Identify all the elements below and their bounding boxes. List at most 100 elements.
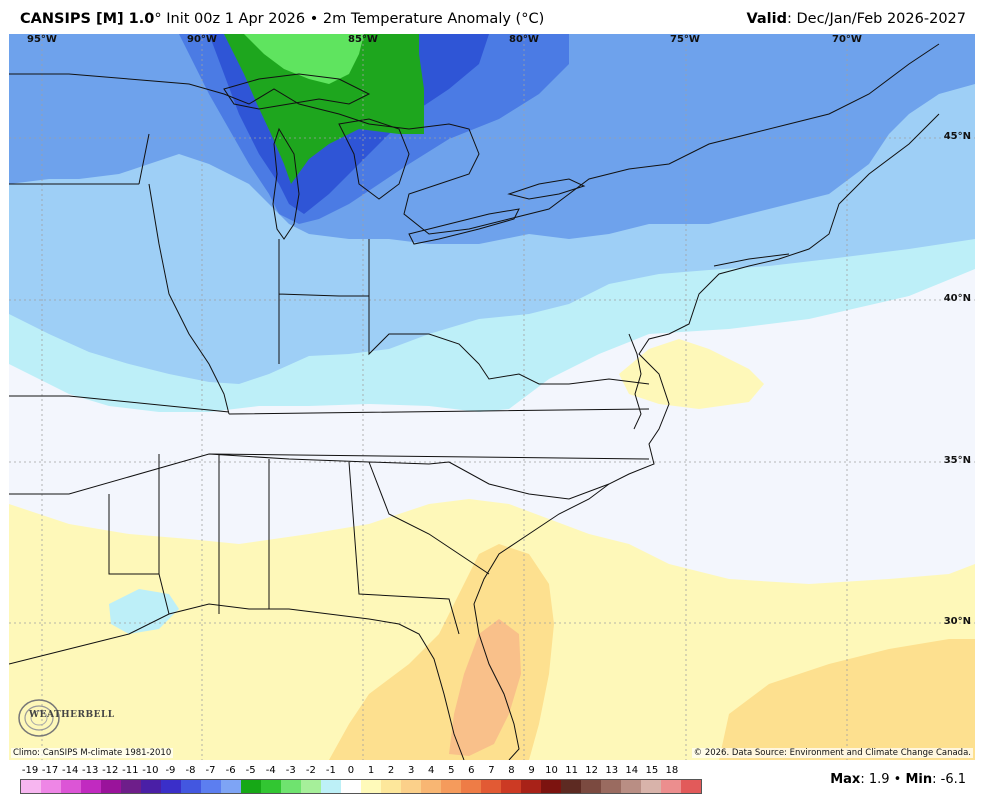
legend-tick-label: 9: [528, 765, 535, 776]
long-island: [713, 253, 790, 267]
map-canvas: [9, 34, 975, 760]
lake-huron: [338, 118, 410, 200]
legend-swatch: [121, 780, 141, 793]
valid-label: Valid: [746, 11, 787, 27]
anomaly-orange-peak: [449, 619, 521, 756]
legend-tick-label: 6: [468, 765, 475, 776]
legend-tick-label: 0: [347, 765, 355, 776]
legend-tick-label: 12: [585, 765, 599, 776]
legend-tick-label: 5: [448, 765, 455, 776]
lake-ontario: [507, 178, 586, 200]
legend-swatch: [21, 780, 41, 793]
legend-swatch: [161, 780, 181, 793]
legend-swatch: [481, 780, 501, 793]
legend-swatch: [641, 780, 661, 793]
color-legend: -19 -17 -14 -13 -12 -11 -10 -9 -8 -7 -6 -5 -4 -3 -2 -1 0…: [20, 764, 702, 796]
legend-tick-label: 8: [508, 765, 515, 776]
legend-tick-label: 13: [605, 765, 619, 776]
legend-swatch: [501, 780, 521, 793]
legend-tick-label: -6: [225, 765, 236, 776]
legend-swatch: [41, 780, 61, 793]
variable-name: 2m Temperature Anomaly (°C): [322, 11, 545, 27]
legend-swatch: [541, 780, 561, 793]
legend-tick-label: -8: [185, 765, 196, 776]
legend-swatch: [561, 780, 581, 793]
legend-tick-label: -12: [102, 765, 119, 776]
legend-colorbar: [20, 779, 702, 794]
legend-tick-label: 3: [407, 765, 415, 776]
legend-tick-label: -3: [285, 765, 296, 776]
legend-tick-label: -17: [41, 765, 59, 776]
legend-tick-label: -2: [305, 765, 316, 776]
logo-text: WEATHERBELL: [29, 710, 115, 720]
legend-tick-label: 2: [387, 765, 395, 776]
boundaries: [9, 43, 940, 760]
model-name: CANSIPS [M] 1.0: [20, 11, 155, 27]
lon-label-85w: 85°W: [348, 34, 378, 45]
legend-swatch: [581, 780, 601, 793]
valid-period: Valid: Dec/Jan/Feb 2026-2027: [746, 11, 966, 27]
lake-michigan: [272, 127, 300, 240]
legend-swatch: [661, 780, 681, 793]
legend-swatch: [401, 780, 421, 793]
legend-swatch: [461, 780, 481, 793]
legend-swatch: [261, 780, 281, 793]
legend-swatch: [361, 780, 381, 793]
max-min-sep: •: [893, 772, 902, 787]
legend-tick-label: -11: [122, 765, 139, 776]
legend-tick-label: -9: [165, 765, 176, 776]
lon-label-70w: 70°W: [832, 34, 862, 45]
legend-labels: -19 -17 -14 -13 -12 -11 -10 -9 -8 -7 -6 -5 -4 -3 -2 -1 0…: [20, 764, 702, 778]
legend-tick-label: 18: [665, 765, 679, 776]
lat-label-45n: 45°N: [943, 131, 971, 142]
lon-label-80w: 80°W: [509, 34, 539, 45]
legend-tick-label: 4: [428, 765, 435, 776]
anomaly-gulf-cyan: [109, 589, 179, 634]
lon-label-95w: 95°W: [27, 34, 57, 45]
legend-tick-label: 11: [565, 765, 578, 776]
lat-label-30n: 30°N: [943, 616, 971, 627]
graticule: [9, 34, 975, 760]
copyright-note: © 2026. Data Source: Environment and Cli…: [691, 748, 973, 758]
climo-note: Climo: CanSIPS M-climate 1981-2010: [11, 748, 174, 758]
legend-tick-label: -4: [265, 765, 276, 776]
title-bullet: •: [309, 11, 319, 27]
legend-swatch: [341, 780, 361, 793]
gulf-coast: [9, 603, 465, 760]
chesapeake-bay: [628, 333, 642, 430]
map-title: CANSIPS [M] 1.0° Init 00z 1 Apr 2026 • 2…: [20, 11, 544, 27]
legend-swatch: [441, 780, 461, 793]
max-min-readout: Max: 1.9 • Min: -6.1: [830, 772, 966, 787]
legend-swatch: [281, 780, 301, 793]
lon-label-90w: 90°W: [187, 34, 217, 45]
legend-swatch: [241, 780, 261, 793]
legend-tick-label: -14: [61, 765, 79, 776]
lake-erie: [408, 208, 520, 245]
anomaly-yellow-mid-atlantic: [619, 339, 764, 409]
state-borders: [9, 133, 650, 635]
max-label: Max: [830, 772, 861, 787]
legend-swatch: [681, 780, 701, 793]
us-canada-border: [9, 43, 940, 235]
legend-tick-label: 10: [545, 765, 558, 776]
legend-tick-label: -13: [82, 765, 99, 776]
legend-tick-label: -1: [325, 765, 336, 776]
legend-tick-label: -5: [245, 765, 256, 776]
anomaly-map: 95°W 90°W 85°W 80°W 75°W 70°W 45°N 40°N …: [9, 34, 975, 760]
init-time: Init 00z 1 Apr 2026: [166, 11, 306, 27]
min-value: : -6.1: [932, 772, 966, 787]
legend-swatch: [61, 780, 81, 793]
weatherbell-logo: WEATHERBELL: [15, 694, 114, 740]
lat-label-40n: 40°N: [943, 293, 971, 304]
atlantic-coast: [473, 113, 940, 760]
legend-swatch: [521, 780, 541, 793]
degree-mark: °: [154, 11, 162, 27]
legend-tick-label: 14: [625, 765, 639, 776]
legend-swatch: [381, 780, 401, 793]
legend-tick-label: 7: [488, 765, 495, 776]
valid-value: : Dec/Jan/Feb 2026-2027: [787, 11, 966, 27]
lake-superior: [223, 73, 371, 110]
legend-swatch: [101, 780, 121, 793]
legend-swatch: [201, 780, 221, 793]
legend-tick-label: 1: [367, 765, 375, 776]
